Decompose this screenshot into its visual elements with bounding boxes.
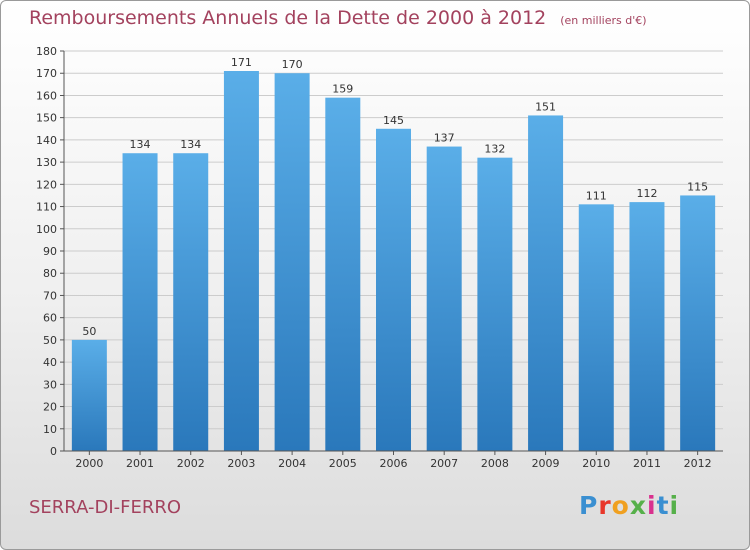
bars	[71, 71, 716, 452]
bar-value-label: 137	[434, 132, 455, 145]
y-tick-label: 100	[36, 223, 57, 236]
y-tick-label: 60	[43, 312, 57, 325]
bar	[528, 115, 564, 451]
bar-value-label: 134	[130, 138, 151, 151]
x-tick-label: 2010	[582, 457, 610, 470]
x-tick-label: 2004	[278, 457, 306, 470]
y-tick-label: 130	[36, 156, 57, 169]
logo-letter: P	[579, 491, 599, 520]
bar-value-label: 115	[687, 180, 708, 193]
y-tick-label: 120	[36, 178, 57, 191]
y-tick-label: 40	[43, 356, 57, 369]
bar	[122, 153, 158, 451]
bar	[173, 153, 209, 451]
bar	[376, 128, 411, 451]
x-tick-label: 2005	[329, 457, 357, 470]
logo-letter: x	[629, 491, 647, 520]
y-tick-label: 0	[50, 445, 57, 458]
bar	[71, 339, 107, 451]
y-tick-label: 180	[36, 45, 57, 58]
y-tick-label: 110	[36, 201, 57, 214]
bar-value-label: 134	[180, 138, 201, 151]
bar	[477, 157, 513, 451]
x-tick-label: 2001	[126, 457, 154, 470]
bar	[426, 146, 462, 452]
bar	[578, 204, 614, 451]
x-tick-label: 2011	[633, 457, 661, 470]
bar-value-label: 112	[636, 187, 657, 200]
bar-value-label: 171	[231, 56, 252, 69]
x-tick-label: 2006	[380, 457, 408, 470]
logo-letter: r	[598, 491, 612, 520]
x-tick-label: 2002	[177, 457, 205, 470]
y-tick-label: 50	[43, 334, 57, 347]
x-tick-label: 2012	[684, 457, 712, 470]
y-tick-label: 80	[43, 267, 57, 280]
y-tick-label: 20	[43, 401, 57, 414]
bar-value-label: 159	[332, 83, 353, 96]
y-tick-label: 10	[43, 423, 57, 436]
y-tick-label: 170	[36, 67, 57, 80]
y-tick-label: 160	[36, 89, 57, 102]
bar	[629, 202, 665, 451]
chart-subtitle: (en milliers d'€)	[560, 14, 647, 27]
axes	[60, 50, 723, 455]
bar-value-label: 170	[282, 58, 303, 71]
bar	[680, 195, 716, 451]
x-tick-label: 2008	[481, 457, 509, 470]
logo-letter: i	[647, 491, 657, 520]
y-tick-label: 90	[43, 245, 57, 258]
bar-value-label: 151	[535, 100, 556, 113]
commune-name: SERRA-DI-FERRO	[29, 497, 182, 518]
x-tick-label: 2000	[75, 457, 103, 470]
y-tick-label: 30	[43, 378, 57, 391]
bar-value-label: 50	[82, 325, 96, 338]
bar	[325, 97, 361, 452]
y-tick-label: 70	[43, 289, 57, 302]
bar-value-label: 111	[586, 189, 607, 202]
bar	[223, 71, 259, 451]
bar-value-label: 145	[383, 114, 404, 127]
bar-value-label: 132	[484, 143, 505, 156]
x-tick-label: 2009	[532, 457, 560, 470]
x-tick-label: 2003	[227, 457, 255, 470]
y-tick-label: 150	[36, 112, 57, 125]
logo-letter: t	[656, 491, 670, 520]
labels: 0 10 20 30 40 50 60 70 80 90 100 110 120 130 140 150 160…	[36, 45, 712, 470]
chart-title-text: Remboursements Annuels de la Dette de 20…	[29, 7, 547, 29]
bar	[274, 73, 310, 451]
proxiti-logo: Proxiti	[579, 491, 679, 520]
logo-letter: o	[611, 491, 630, 520]
x-tick-label: 2007	[430, 457, 458, 470]
logo-letter: i	[669, 491, 680, 520]
chart-title: Remboursements Annuels de la Dette de 20…	[29, 7, 647, 29]
y-tick-label: 140	[36, 134, 57, 147]
